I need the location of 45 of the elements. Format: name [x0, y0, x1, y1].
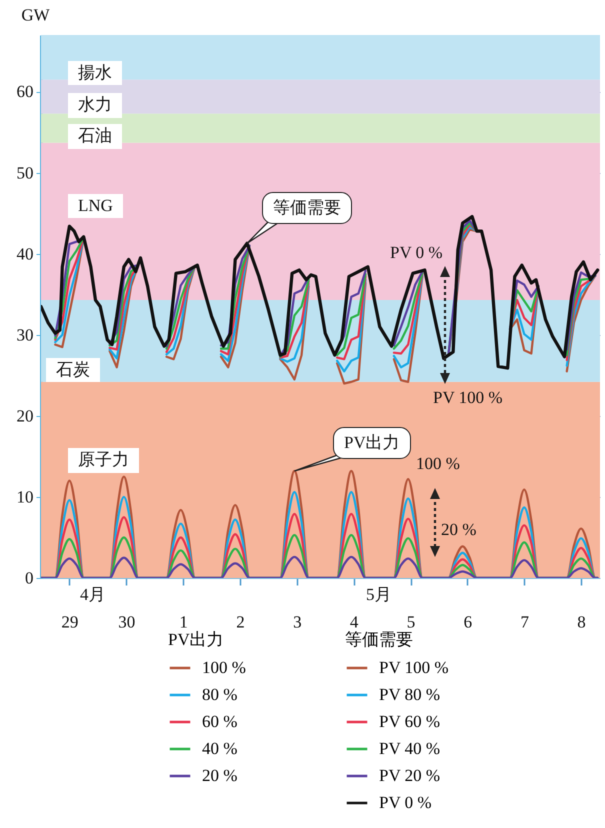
- band-label: LNG: [68, 194, 123, 218]
- band-label: 水力: [68, 93, 122, 118]
- text: 等価需要: [345, 630, 413, 649]
- y-tick-label: 40: [16, 244, 34, 264]
- legend-label: PV 100 %: [379, 658, 449, 677]
- annotation: 20 %: [441, 520, 476, 540]
- annotation: PV 0 %: [390, 243, 443, 264]
- y-tick-label: 50: [16, 163, 34, 182]
- x-tick-label: 30: [118, 612, 136, 632]
- band-label: 石油: [68, 124, 122, 149]
- y-tick-label: 20: [16, 406, 34, 426]
- x-tick-label: 8: [577, 612, 586, 632]
- legend-label: 40 %: [202, 739, 238, 758]
- legend-label: 20 %: [202, 766, 238, 785]
- y-tick-label: 30: [16, 325, 34, 344]
- band-label: 原子力: [68, 448, 139, 473]
- legend-label: PV 80 %: [379, 685, 440, 704]
- legend-label: 60 %: [202, 712, 238, 731]
- text: 5月: [366, 585, 392, 606]
- x-tick-label: 2: [236, 612, 245, 632]
- x-tick-label: 7: [520, 612, 530, 632]
- x-tick-label: 5: [406, 612, 416, 632]
- x-tick-label: 29: [61, 612, 78, 632]
- band-label: 揚水: [68, 60, 122, 86]
- annotation: PV 100 %: [433, 388, 503, 408]
- annotation: PV出力: [333, 427, 411, 460]
- legend-label: PV 40 %: [379, 739, 440, 758]
- x-tick-label: 6: [464, 612, 472, 632]
- y-tick-label: 60: [16, 82, 34, 102]
- annotation: 等価需要: [262, 192, 352, 224]
- legend-label: 100 %: [202, 658, 246, 677]
- legend-label: PV 60 %: [379, 712, 440, 731]
- annotation: 100 %: [416, 454, 460, 474]
- text: 4月: [80, 585, 106, 606]
- y-tick-label: 0: [25, 568, 34, 588]
- legend-label: PV 20 %: [379, 766, 440, 785]
- band-label: 石炭: [46, 358, 100, 382]
- y-axis-title: GW: [21, 6, 51, 24]
- legend-label: PV 0 %: [379, 793, 432, 812]
- x-tick-label: 3: [293, 612, 302, 632]
- x-tick-label: 4: [350, 612, 359, 632]
- legend-title: PV出力: [168, 630, 224, 649]
- y-tick-label: 10: [16, 487, 34, 506]
- legend-label: 80 %: [202, 685, 238, 704]
- x-tick-label: 1: [179, 612, 188, 632]
